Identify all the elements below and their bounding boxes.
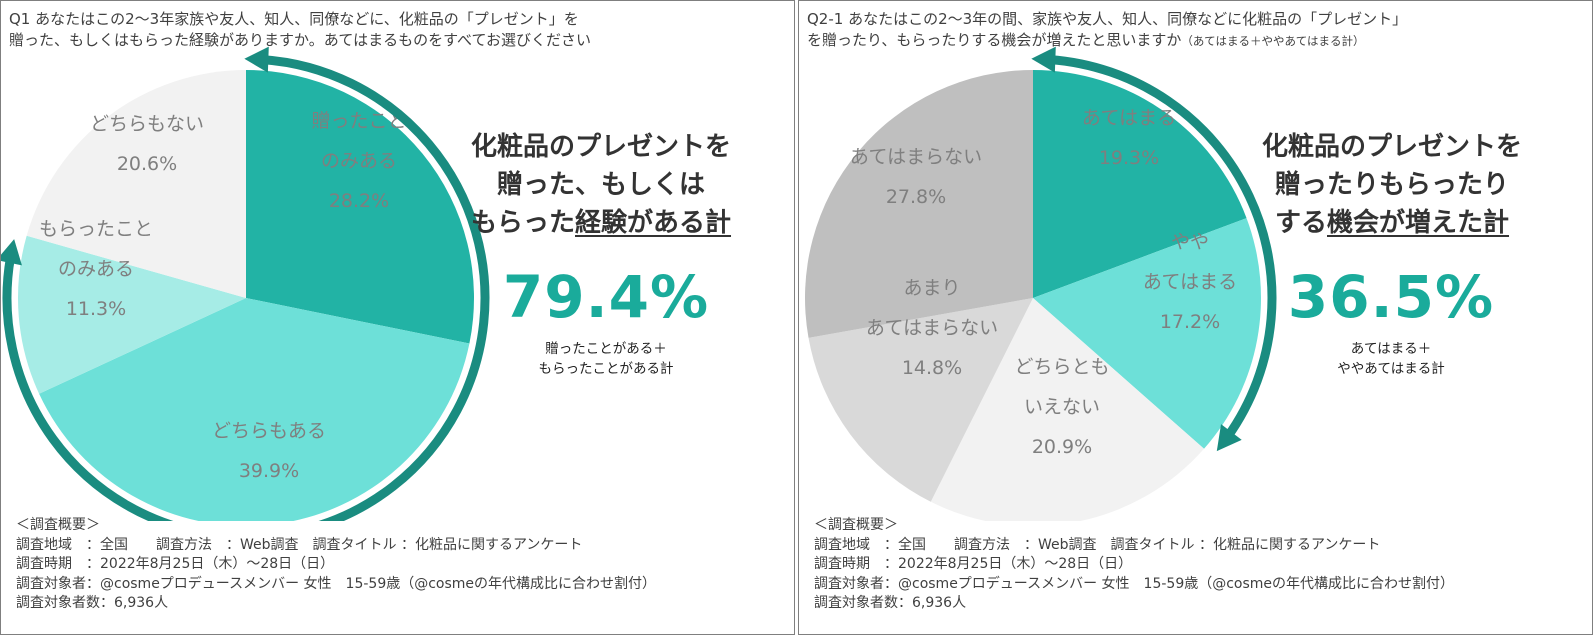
question-text: Q1 あなたはこの2～3年家族や友人、知人、同僚などに、化粧品の「プレゼント」を…	[9, 9, 779, 52]
question-text: Q2-1 あなたはこの2～3年の間、家族や友人、知人、同僚などに化粧品の「プレゼ…	[807, 9, 1577, 52]
slice-category-label: 贈ったこと	[311, 110, 406, 132]
total-percent: 36.5%	[1287, 263, 1495, 331]
pie-slice	[808, 298, 1033, 502]
total-note: あてはまる＋ ややあてはまる計	[1266, 339, 1516, 379]
headline-line-2: 贈った、もしくは	[496, 170, 705, 200]
total-percent: 79.4%	[502, 263, 710, 331]
survey-line-2: 調査時期 ：2022年8月25日（木）～28日（日）	[814, 556, 1133, 572]
question-line-1: Q2-1 あなたはこの2～3年の間、家族や友人、知人、同僚などに化粧品の「プレゼ…	[807, 10, 1408, 28]
survey-line-4: 調査対象者数：6,936人	[814, 595, 967, 611]
slice-value-label: 28.2%	[329, 190, 389, 212]
slice-category-label: いえない	[1024, 396, 1100, 418]
pie-slice	[26, 70, 247, 298]
slice-value-label: 11.3%	[66, 298, 126, 320]
highlight-arc	[1049, 55, 1277, 440]
chart-panel-q2-1: Q2-1 あなたはこの2～3年の間、家族や友人、知人、同僚などに化粧品の「プレゼ…	[798, 0, 1593, 635]
question-line-1: Q1 あなたはこの2～3年家族や友人、知人、同僚などに、化粧品の「プレゼント」を	[9, 10, 579, 28]
slice-value-label: 20.6%	[117, 153, 177, 175]
pie-slice	[930, 298, 1205, 521]
headline-line-3: する機会が増えた計	[1227, 204, 1557, 242]
slice-category-label: どちらもない	[90, 113, 204, 135]
headline-line-3-pre: もらった	[470, 208, 575, 238]
headline-line-1: 化粧品のプレゼントを	[470, 132, 731, 162]
question-line-2-text: 贈った、もしくはもらった経験がありますか。あてはまるものをすべてお選びください	[9, 31, 592, 49]
highlight-arrowhead-start	[1031, 46, 1056, 73]
pie-chart-q2-1: あてはまる19.3%ややあてはまる17.2%どちらともいえない20.9%あまりあ…	[805, 46, 1277, 521]
pie-slice	[17, 235, 246, 394]
highlight-arrowhead-start	[244, 46, 269, 73]
question-line-2: を贈ったり、もらったりする機会が増えたと思いますか（あてはまる＋ややあてはまる計…	[807, 30, 1577, 52]
chart-panel-q1: Q1 あなたはこの2～3年家族や友人、知人、同僚などに、化粧品の「プレゼント」を…	[0, 0, 795, 635]
survey-line-3: 調査対象者：@cosmeプロデュースメンバー 女性 15-59歳（@cosmeの…	[16, 575, 657, 592]
total-note: 贈ったことがある＋ もらったことがある計	[481, 339, 731, 379]
slice-value-label: 19.3%	[1099, 147, 1159, 169]
pie-slice	[39, 298, 470, 521]
headline-line-3: もらった経験がある計	[441, 204, 761, 242]
headline-line-1: 化粧品のプレゼントを	[1261, 132, 1522, 162]
highlight-arrowhead-end	[1, 239, 22, 266]
slice-category-label: あまり	[903, 277, 960, 299]
slice-category-label: どちらもある	[212, 420, 326, 442]
headline-line-3-pre: する	[1274, 208, 1327, 238]
slice-category-label: あてはまらない	[866, 317, 998, 339]
highlight-arc	[2, 55, 490, 521]
slice-value-label: 20.9%	[1032, 436, 1092, 458]
question-suffix: （あてはまる＋ややあてはまる計）	[1181, 34, 1365, 48]
total-note-line-1: あてはまる＋	[1350, 341, 1432, 357]
survey-heading: ＜調査概要＞	[16, 517, 100, 533]
survey-line-4: 調査対象者数：6,936人	[16, 595, 169, 611]
headline-line-3-underlined: 機会が増えた計	[1327, 208, 1510, 238]
headline-line-2: 贈ったりもらったり	[1274, 170, 1509, 200]
pie-slice	[1033, 70, 1247, 298]
slice-category-label: あてはまる	[1143, 271, 1237, 293]
total-note-line-2: もらったことがある計	[538, 361, 674, 377]
survey-line-1: 調査地域 ：全国 調査方法 ：Web調査 調査タイトル ：化粧品に関するアンケー…	[16, 536, 583, 553]
headline: 化粧品のプレゼントを 贈った、もしくは もらった経験がある計	[441, 128, 761, 242]
pie-slice	[246, 70, 474, 344]
pie-slice	[1033, 218, 1261, 449]
survey-overview: ＜調査概要＞ 調査地域 ：全国 調査方法 ：Web調査 調査タイトル ：化粧品に…	[16, 516, 656, 614]
slice-category-label: のみある	[58, 258, 134, 280]
slice-category-label: あてはまる	[1082, 107, 1176, 129]
total-note-line-2: ややあてはまる計	[1337, 361, 1445, 377]
highlight-arrowhead-end	[1216, 424, 1242, 452]
survey-line-3: 調査対象者：@cosmeプロデュースメンバー 女性 15-59歳（@cosmeの…	[814, 575, 1455, 592]
headline-line-3-underlined: 経験がある計	[575, 208, 732, 238]
question-line-2-text: を贈ったり、もらったりする機会が増えたと思いますか	[807, 31, 1182, 49]
pie-slice	[805, 70, 1033, 338]
slice-category-label: あてはまらない	[850, 146, 982, 168]
slice-category-label: どちらとも	[1014, 356, 1109, 378]
slice-value-label: 39.9%	[239, 460, 299, 482]
slice-value-label: 27.8%	[886, 186, 946, 208]
slice-value-label: 17.2%	[1160, 311, 1220, 333]
slice-category-label: もらったこと	[39, 218, 153, 240]
survey-line-2: 調査時期 ：2022年8月25日（木）～28日（日）	[16, 556, 335, 572]
survey-line-1: 調査地域 ：全国 調査方法 ：Web調査 調査タイトル ：化粧品に関するアンケー…	[814, 536, 1381, 553]
pie-chart-q1: 贈ったことのみある28.2%どちらもある39.9%もらったことのみある11.3%…	[1, 46, 490, 521]
survey-heading: ＜調査概要＞	[814, 517, 898, 533]
slice-value-label: 14.8%	[902, 357, 962, 379]
slice-category-label: やや	[1171, 231, 1209, 253]
slice-category-label: のみある	[321, 150, 397, 172]
total-note-line-1: 贈ったことがある＋	[545, 341, 667, 357]
survey-overview: ＜調査概要＞ 調査地域 ：全国 調査方法 ：Web調査 調査タイトル ：化粧品に…	[814, 516, 1454, 614]
headline: 化粧品のプレゼントを 贈ったりもらったり する機会が増えた計	[1227, 128, 1557, 242]
question-line-2: 贈った、もしくはもらった経験がありますか。あてはまるものをすべてお選びください	[9, 30, 779, 52]
